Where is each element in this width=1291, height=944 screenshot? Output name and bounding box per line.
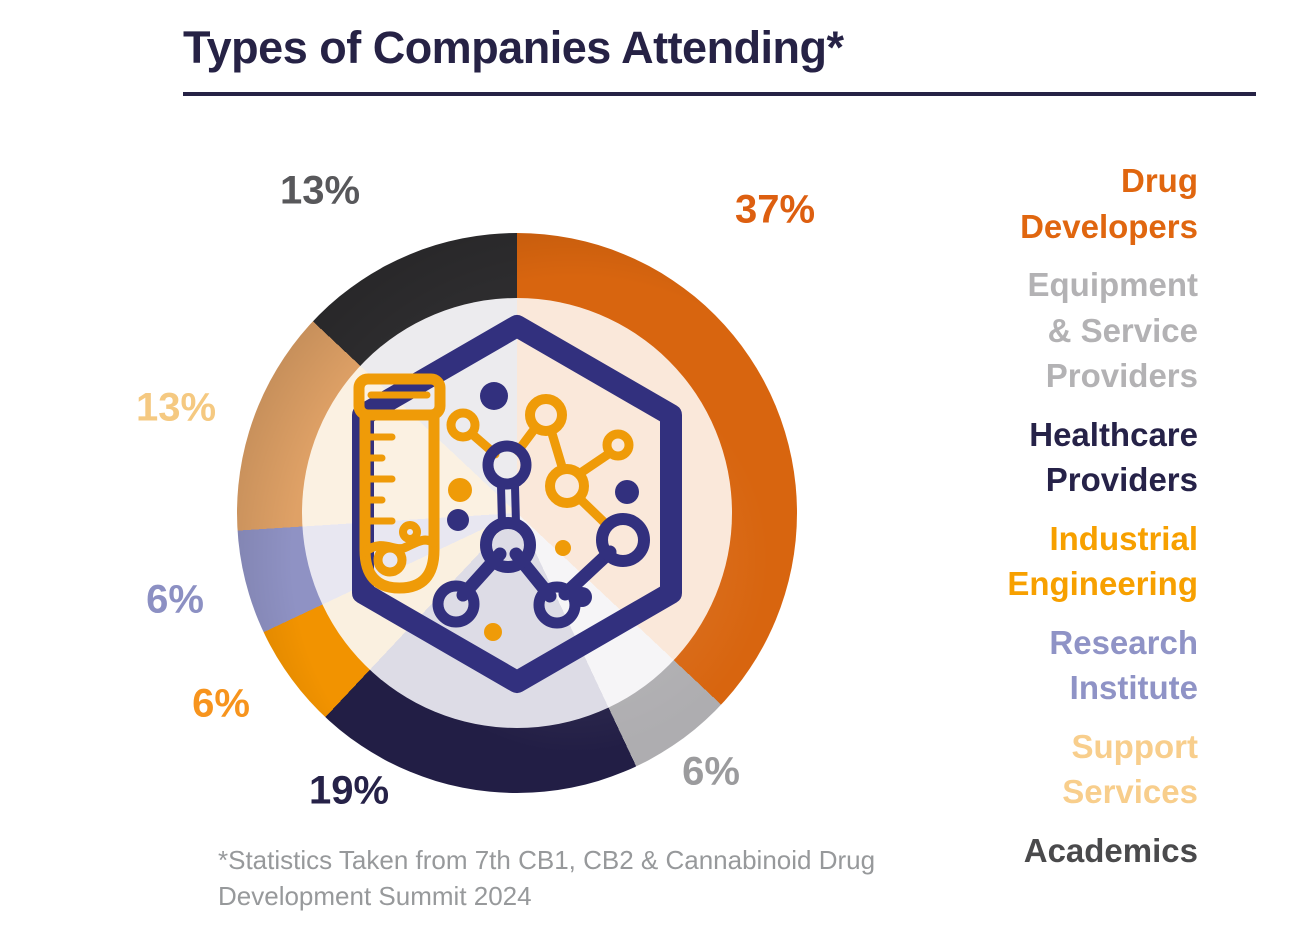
- molecule-icon: [432, 382, 650, 641]
- molecule-dots: [447, 382, 639, 641]
- legend-item-equipment-service: Equipment & Service Providers: [1027, 266, 1199, 395]
- percent-label-industrial: 6%: [192, 681, 250, 726]
- title-underline: [183, 92, 1256, 96]
- percent-label-healthcare: 19%: [308, 768, 390, 813]
- donut-chart: [237, 233, 797, 793]
- percent-label-drug-developers: 37%: [734, 187, 816, 232]
- legend-item-drug-developers: Drug Developers: [1020, 162, 1198, 245]
- footnote: *Statistics Taken from 7th CB1, CB2 & Ca…: [218, 845, 876, 911]
- science-illustration: [352, 315, 682, 693]
- chart-legend: Drug Developers Equipment & Service Prov…: [898, 158, 1198, 886]
- legend-item-academics: Academics: [1023, 831, 1198, 869]
- percent-label-support: 13%: [135, 385, 217, 430]
- legend-item-research: Research Institute: [1049, 623, 1198, 707]
- legend-item-healthcare: Healthcare Providers: [1029, 415, 1198, 499]
- percent-label-academics: 13%: [279, 168, 361, 213]
- legend-item-support: Support Services: [1062, 727, 1198, 811]
- percent-label-research: 6%: [146, 577, 204, 622]
- page-title: Types of Companies Attending*: [183, 22, 844, 73]
- legend-item-industrial: Industrial Engineering: [1007, 519, 1198, 603]
- test-tube-icon: [353, 373, 446, 594]
- donut-inner-disc: [302, 298, 732, 728]
- percent-label-equipment-service: 6%: [682, 749, 740, 794]
